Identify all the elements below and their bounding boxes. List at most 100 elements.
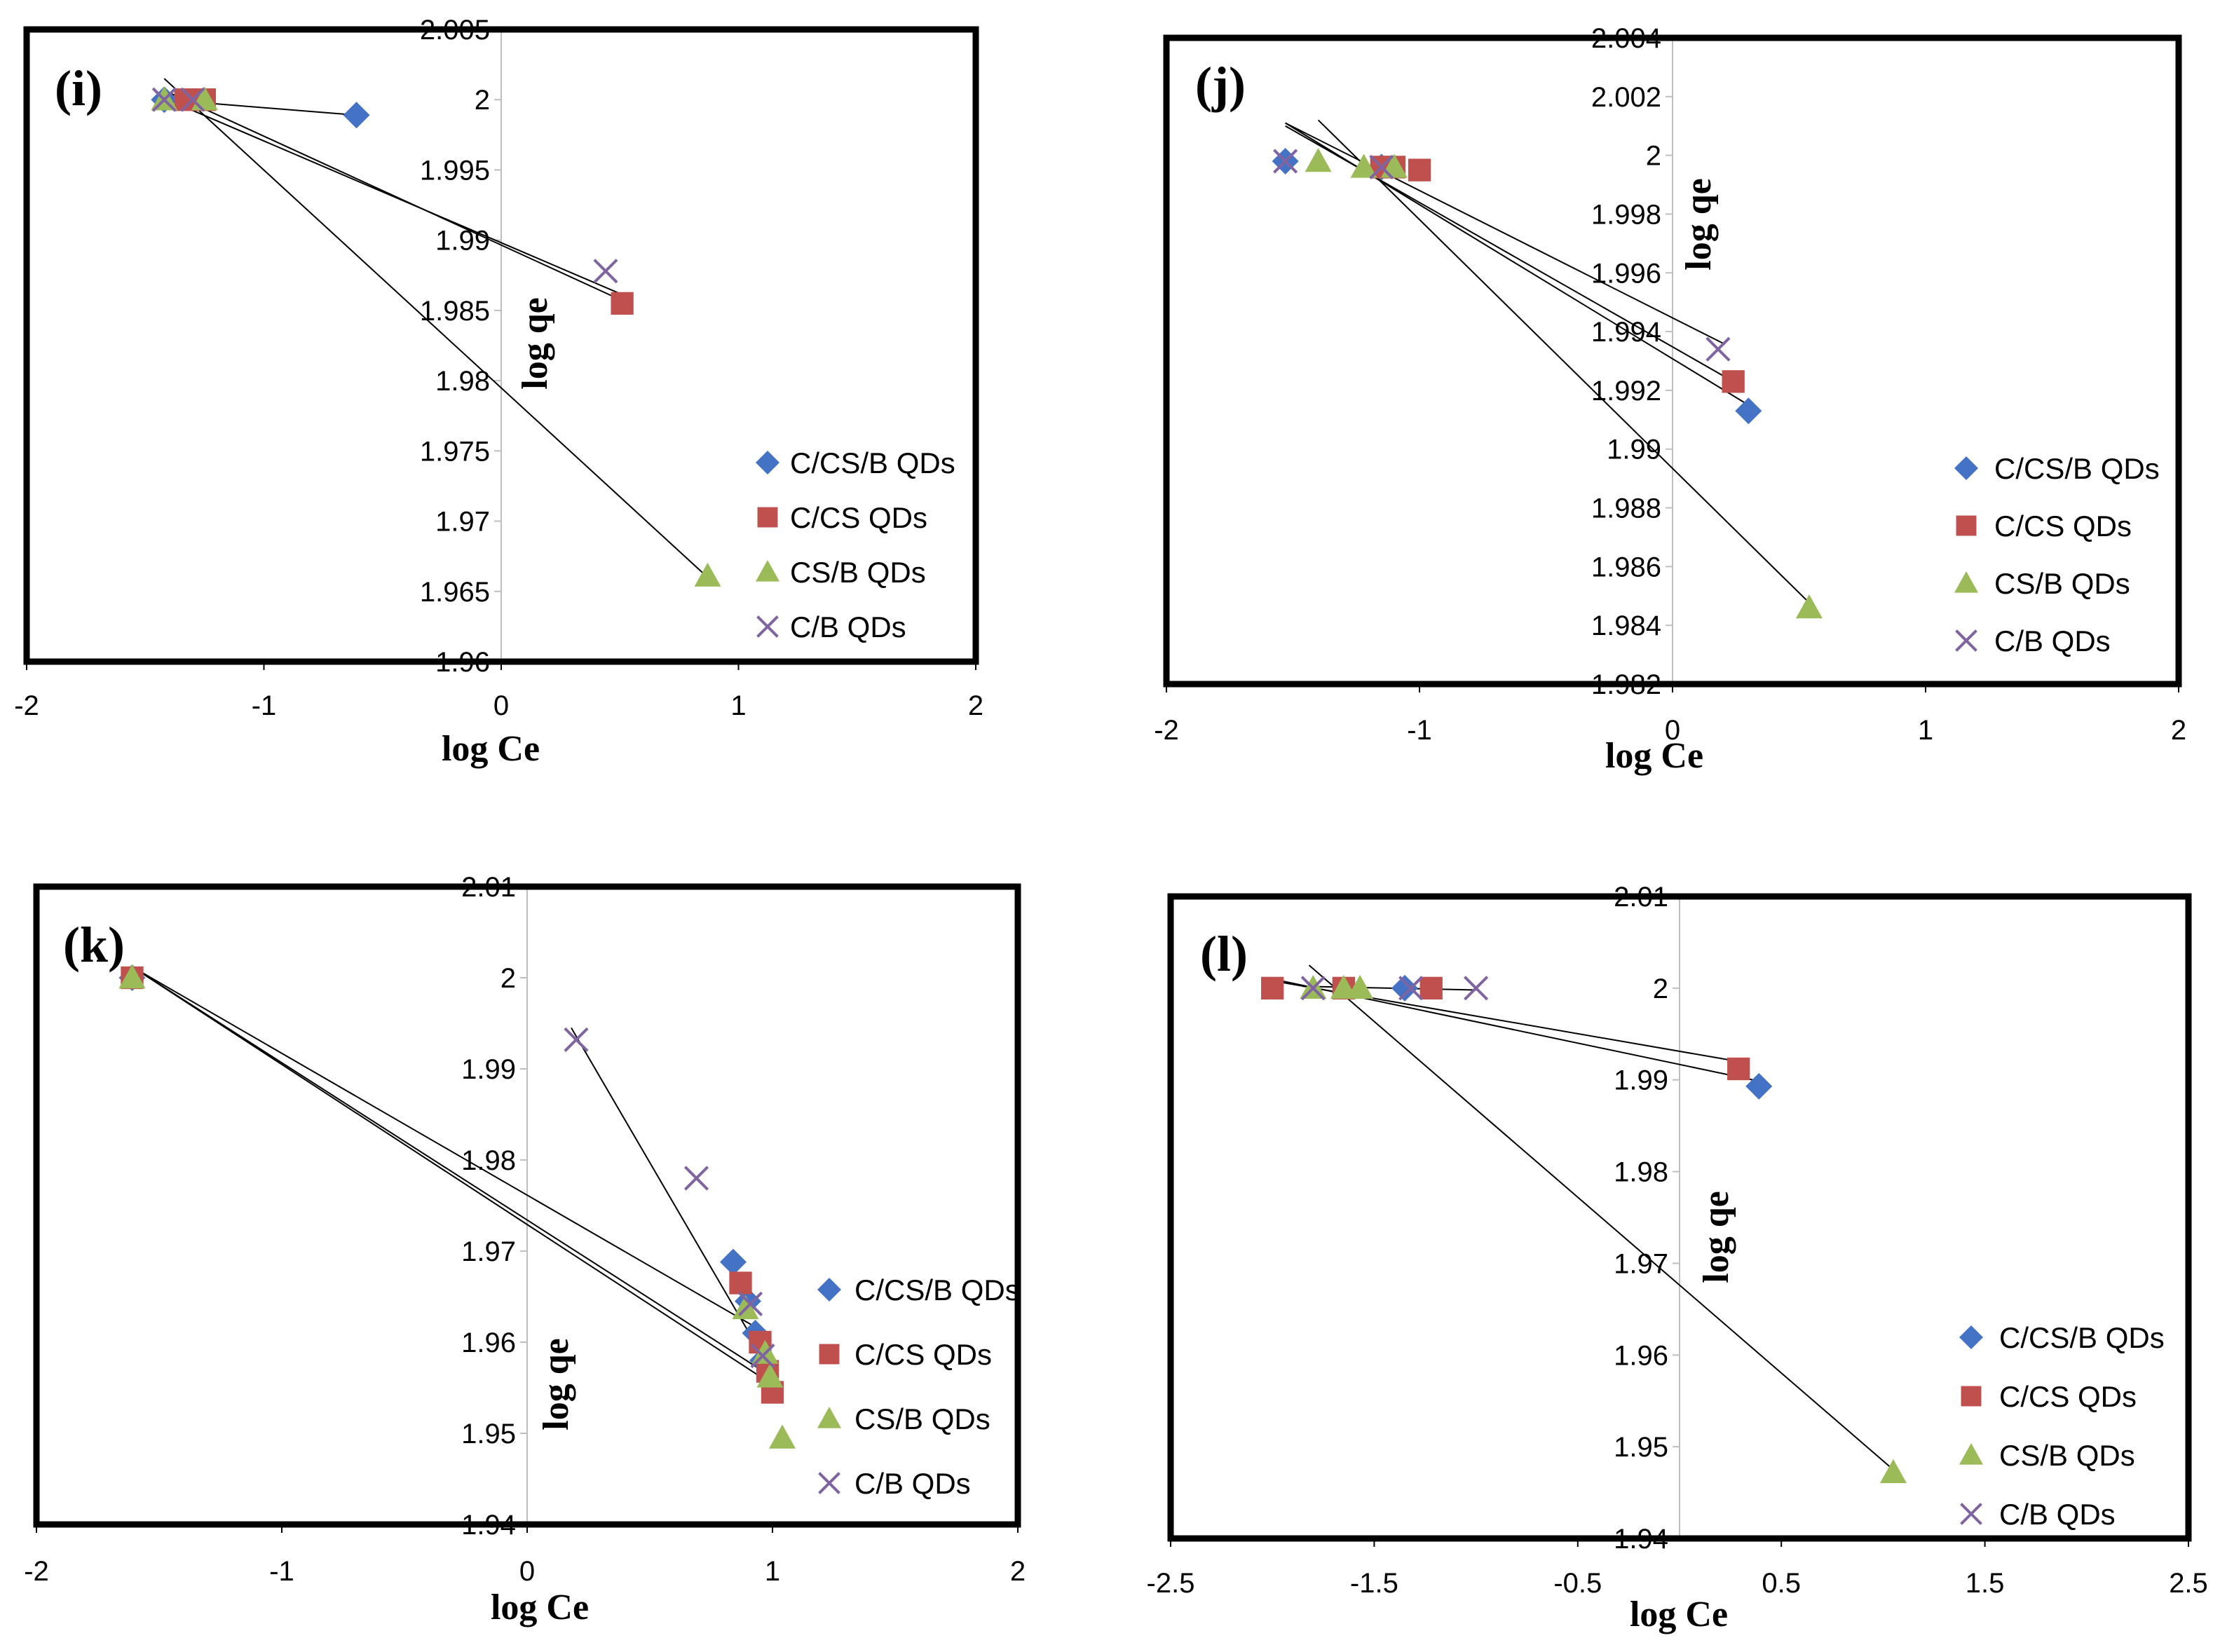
data-point-stroke-b	[683, 1166, 709, 1191]
legend-label: C/CS/B QDs	[1994, 452, 2160, 485]
data-point-stroke-b	[564, 1027, 589, 1052]
trendline-4	[163, 97, 620, 294]
data-point-stroke-b	[1464, 976, 1489, 1001]
data-point-stroke-b	[737, 1291, 763, 1316]
plot-frame	[1167, 893, 2192, 1542]
y-tick-label: 1.985	[420, 296, 490, 327]
y-tick-label: 1.99	[1614, 1065, 1668, 1096]
series-c-b-qds	[564, 1027, 775, 1369]
x-tick-label: -1	[1407, 715, 1432, 746]
legend-marker-stroke-b	[1955, 629, 1977, 652]
legend-label: C/B QDs	[1994, 624, 2111, 657]
legend: C/CS/B QDs C/CS QDs CS/B QDs C/B QDs	[817, 1274, 1020, 1500]
trendline-4	[1285, 122, 1724, 344]
legend-label: CS/B QDs	[790, 556, 926, 589]
legend-marker	[1959, 1443, 1983, 1465]
y-axis-label: log qe	[515, 297, 555, 389]
data-point	[1727, 1057, 1750, 1081]
data-point	[151, 87, 177, 112]
y-tick-label: 2	[1653, 974, 1668, 1004]
series-c-cs-qds	[121, 966, 784, 1404]
trendline-4	[1302, 985, 1476, 991]
y-tick-label: 2	[475, 85, 490, 116]
trendline-3	[163, 78, 709, 578]
data-point-stroke-b	[151, 87, 177, 112]
legend-marker	[1959, 1325, 1983, 1349]
plot-frame	[23, 26, 979, 665]
x-tick-label: -1	[252, 690, 277, 721]
plot-frame	[33, 883, 1021, 1528]
data-point-stroke-b	[593, 259, 618, 284]
series-cs-b-qds	[118, 964, 796, 1449]
x-tick-label: -0.5	[1553, 1568, 1602, 1599]
y-tick-label: 1.988	[1591, 493, 1661, 524]
legend-label: C/CS QDs	[1994, 510, 2132, 542]
y-tick-label: 1.97	[1614, 1248, 1668, 1279]
x-tick-label: -1.5	[1350, 1568, 1398, 1599]
data-point	[1408, 158, 1431, 182]
data-point	[343, 102, 370, 129]
series-cs-b-qds	[1300, 974, 1907, 1483]
y-axis-label: log qe	[1696, 1191, 1736, 1283]
legend-marker	[1954, 571, 1978, 593]
x-tick-label: 2	[2171, 715, 2186, 746]
y-tick-label: 1.98	[1614, 1157, 1668, 1188]
legend-label: CS/B QDs	[1994, 567, 2130, 600]
y-tick-label: 1.96	[1614, 1340, 1668, 1371]
x-tick-label: 2.5	[2169, 1568, 2208, 1599]
y-tick-label: 1.99	[461, 1054, 516, 1085]
legend-label: C/CS/B QDs	[1999, 1321, 2165, 1354]
x-tick-label: -2	[1154, 715, 1179, 746]
legend-label: CS/B QDs	[1999, 1439, 2135, 1472]
y-tick-label: 1.99	[435, 226, 490, 257]
legend-marker	[817, 1407, 841, 1428]
y-tick-label: 1.998	[1591, 199, 1661, 230]
legend-marker	[1954, 456, 1978, 480]
x-axis-label: log Ce	[491, 1588, 589, 1627]
data-point	[1879, 1459, 1907, 1483]
data-point-stroke-b	[1369, 154, 1394, 179]
y-tick-label: 1.97	[435, 507, 490, 538]
legend-label: C/B QDs	[790, 610, 906, 643]
y-tick-label: 2	[500, 963, 516, 994]
legend-marker	[1961, 1386, 1982, 1407]
data-point	[1300, 976, 1326, 1001]
legend-marker	[756, 615, 779, 638]
data-point-stroke-b	[1398, 976, 1424, 1001]
x-tick-label: -1	[269, 1556, 294, 1587]
x-tick-label: 0	[519, 1556, 535, 1587]
legend-label: C/B QDs	[1999, 1498, 2116, 1531]
y-tick-label: 1.965	[420, 577, 490, 608]
trendline-2	[1285, 125, 1734, 383]
legend: C/CS/B QDs C/CS QDs CS/B QDs C/B QDs	[756, 446, 955, 643]
legend-marker	[818, 1472, 840, 1494]
trendline-4	[571, 1027, 766, 1361]
data-point-stroke-b	[1705, 336, 1731, 362]
legend-label: C/CS/B QDs	[790, 446, 955, 479]
y-tick-label: 1.98	[435, 366, 490, 397]
y-tick-label: 1.996	[1591, 258, 1661, 289]
y-tick-label: 1.96	[461, 1327, 516, 1358]
series-c-cs-qds	[1261, 976, 1750, 1081]
y-tick-label: 1.99	[1607, 435, 1661, 465]
series-c-b-qds	[1300, 976, 1489, 1001]
data-point	[769, 1424, 796, 1449]
y-tick-label: 1.992	[1591, 376, 1661, 407]
x-tick-label: 1	[730, 690, 746, 721]
data-point	[1261, 976, 1284, 1000]
y-tick-label: 1.98	[461, 1145, 516, 1176]
y-tick-label: 1.95	[461, 1419, 516, 1449]
x-tick-label: -2	[24, 1556, 49, 1587]
series-c-b-qds	[1273, 149, 1731, 362]
data-point	[1350, 153, 1377, 178]
legend-label: CS/B QDs	[854, 1402, 990, 1435]
data-point	[1305, 148, 1332, 172]
data-point-stroke-b	[180, 87, 205, 112]
legend-marker	[819, 1344, 840, 1365]
y-tick-label: 1.995	[420, 155, 490, 186]
x-axis-label: log Ce	[1630, 1595, 1728, 1634]
y-tick-label: 1.994	[1591, 317, 1661, 348]
